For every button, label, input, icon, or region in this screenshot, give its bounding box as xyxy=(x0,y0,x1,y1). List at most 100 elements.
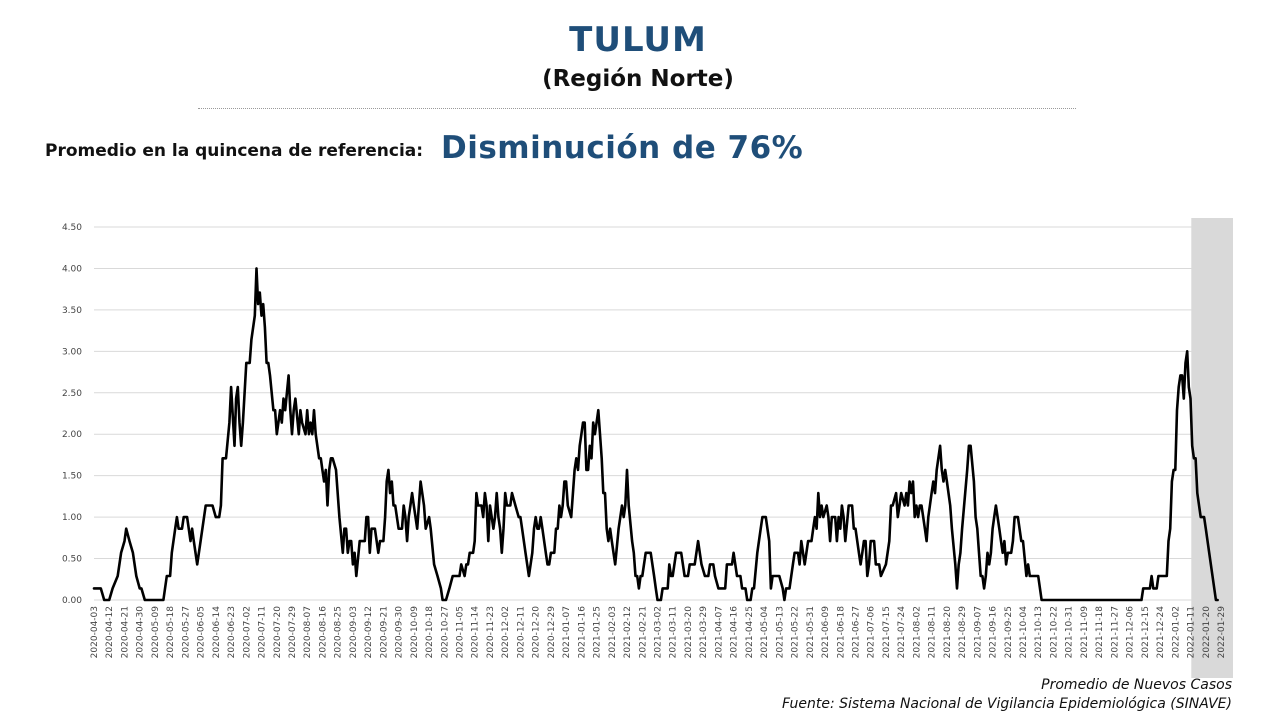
x-tick-label: 2022-01-11 xyxy=(1187,606,1197,658)
x-tick-label: 2021-10-31 xyxy=(1065,606,1075,658)
x-tick-label: 2020-09-12 xyxy=(364,606,374,658)
x-tick-label: 2021-07-15 xyxy=(882,606,892,658)
x-tick-label: 2020-04-21 xyxy=(120,606,130,658)
x-tick-label: 2020-10-18 xyxy=(425,606,435,659)
x-tick-label: 2020-12-02 xyxy=(501,606,511,658)
y-tick-label: 4.50 xyxy=(62,223,82,233)
x-tick-label: 2021-05-04 xyxy=(760,606,770,659)
x-tick-label: 2020-10-27 xyxy=(440,606,450,658)
shaded-region-layer xyxy=(1191,218,1233,678)
x-tick-label: 2022-01-02 xyxy=(1171,606,1181,658)
y-tick-label: 1.00 xyxy=(62,513,82,523)
x-tick-label: 2021-05-31 xyxy=(806,606,816,658)
x-tick-label: 2021-01-16 xyxy=(577,606,587,659)
x-tick-label: 2020-07-02 xyxy=(242,606,252,658)
x-tick-label: 2020-07-20 xyxy=(273,606,283,659)
x-tick-label: 2021-09-16 xyxy=(989,606,999,659)
series-layer xyxy=(92,267,1219,602)
x-tick-label: 2020-05-09 xyxy=(151,606,161,659)
y-tick-label: 4.00 xyxy=(62,264,82,274)
x-tick-label: 2021-05-13 xyxy=(775,606,785,658)
series-caption: Promedio de Nuevos Casos xyxy=(1041,677,1232,693)
x-tick-label: 2021-09-07 xyxy=(973,606,983,658)
x-tick-label: 2021-10-04 xyxy=(1019,606,1029,659)
x-tick-label: 2020-11-14 xyxy=(471,606,481,659)
x-tick-label: 2021-03-29 xyxy=(699,606,709,659)
x-tick-label: 2022-01-29 xyxy=(1217,606,1227,659)
reference-value: Disminución de 76% xyxy=(441,130,804,166)
x-tick-label: 2021-07-06 xyxy=(867,606,877,659)
x-tick-label: 2020-11-23 xyxy=(486,606,496,658)
x-tick-label: 2020-04-03 xyxy=(90,606,100,658)
y-axis-ticks: 0.00 0.50 1.00 1.50 2.00 2.50 3.00 3.50 4.00 4.50 xyxy=(62,223,82,606)
x-tick-label: 2020-09-03 xyxy=(349,606,359,658)
x-tick-label: 2020-11-05 xyxy=(456,606,466,658)
x-tick-label: 2020-05-18 xyxy=(166,606,176,659)
x-tick-label: 2020-05-27 xyxy=(181,606,191,658)
x-tick-label: 2020-08-07 xyxy=(303,606,313,658)
chart-title: TULUM xyxy=(569,20,707,60)
x-tick-label: 2020-04-30 xyxy=(136,606,146,659)
x-tick-label: 2020-06-14 xyxy=(212,606,222,659)
gridlines xyxy=(94,226,1200,601)
y-tick-label: 1.50 xyxy=(62,472,82,482)
x-tick-label: 2021-11-27 xyxy=(1110,606,1120,658)
x-tick-label: 2020-09-21 xyxy=(379,606,389,658)
x-tick-label: 2020-12-20 xyxy=(532,606,542,659)
source-caption: Fuente: Sistema Nacional de Vigilancia E… xyxy=(782,696,1232,712)
x-tick-label: 2021-07-24 xyxy=(897,606,907,659)
reference-label: Promedio en la quincena de referencia: xyxy=(45,141,424,161)
x-tick-label: 2020-04-12 xyxy=(105,606,115,658)
x-tick-label: 2020-10-09 xyxy=(410,606,420,659)
x-tick-label: 2021-02-12 xyxy=(623,606,633,658)
x-tick-label: 2021-12-24 xyxy=(1156,606,1166,659)
x-tick-label: 2020-08-25 xyxy=(334,606,344,658)
title-divider xyxy=(198,108,1076,109)
x-tick-label: 2020-06-23 xyxy=(227,606,237,658)
x-tick-label: 2021-06-09 xyxy=(821,606,831,659)
y-tick-label: 2.00 xyxy=(62,430,82,440)
x-tick-label: 2021-12-06 xyxy=(1126,606,1136,659)
x-tick-label: 2021-03-20 xyxy=(684,606,694,659)
x-tick-label: 2021-10-22 xyxy=(1049,606,1059,658)
x-tick-label: 2020-07-29 xyxy=(288,606,298,659)
x-tick-label: 2021-08-11 xyxy=(928,606,938,658)
x-tick-label: 2021-12-15 xyxy=(1141,606,1151,658)
x-tick-label: 2021-09-25 xyxy=(1004,606,1014,658)
x-tick-label: 2021-03-02 xyxy=(654,606,664,658)
x-tick-label: 2021-08-20 xyxy=(943,606,953,659)
x-tick-label: 2021-11-09 xyxy=(1080,606,1090,659)
reference-period-shading xyxy=(1191,218,1233,678)
series-line xyxy=(92,267,1219,602)
x-tick-label: 2020-09-30 xyxy=(395,606,405,659)
x-tick-label: 2021-03-11 xyxy=(669,606,679,658)
x-tick-label: 2021-01-25 xyxy=(593,606,603,658)
x-tick-label: 2020-08-16 xyxy=(318,606,328,659)
x-axis-ticks: 2020-04-03 2020-04-12 2020-04-21 2020-04-30… xyxy=(90,606,1227,659)
x-tick-label: 2022-01-20 xyxy=(1202,606,1212,659)
y-tick-label: 2.50 xyxy=(62,389,82,399)
y-tick-label: 3.50 xyxy=(62,306,82,316)
x-tick-label: 2020-12-29 xyxy=(547,606,557,659)
x-tick-label: 2021-05-22 xyxy=(791,606,801,658)
x-tick-label: 2021-06-18 xyxy=(836,606,846,659)
x-tick-label: 2021-04-07 xyxy=(714,606,724,658)
y-tick-label: 0.50 xyxy=(62,555,82,565)
x-tick-label: 2021-02-21 xyxy=(638,606,648,658)
x-tick-label: 2021-10-13 xyxy=(1034,606,1044,658)
x-tick-label: 2021-06-27 xyxy=(851,606,861,658)
x-tick-label: 2020-06-05 xyxy=(197,606,207,658)
x-tick-label: 2020-07-11 xyxy=(258,606,268,658)
line-chart: 0.00 0.50 1.00 1.50 2.00 2.50 3.00 3.50 4.00 4.50… xyxy=(62,218,1233,678)
x-tick-label: 2021-04-16 xyxy=(730,606,740,659)
x-tick-label: 2021-08-29 xyxy=(958,606,968,659)
x-tick-label: 2021-08-02 xyxy=(912,606,922,658)
y-tick-label: 0.00 xyxy=(62,596,82,606)
y-tick-label: 3.00 xyxy=(62,347,82,357)
chart-subtitle: (Región Norte) xyxy=(542,66,734,92)
x-tick-label: 2020-12-11 xyxy=(516,606,526,658)
x-tick-label: 2021-02-03 xyxy=(608,606,618,658)
x-tick-label: 2021-04-25 xyxy=(745,606,755,658)
x-tick-label: 2021-01-07 xyxy=(562,606,572,658)
x-tick-label: 2021-11-18 xyxy=(1095,606,1105,659)
